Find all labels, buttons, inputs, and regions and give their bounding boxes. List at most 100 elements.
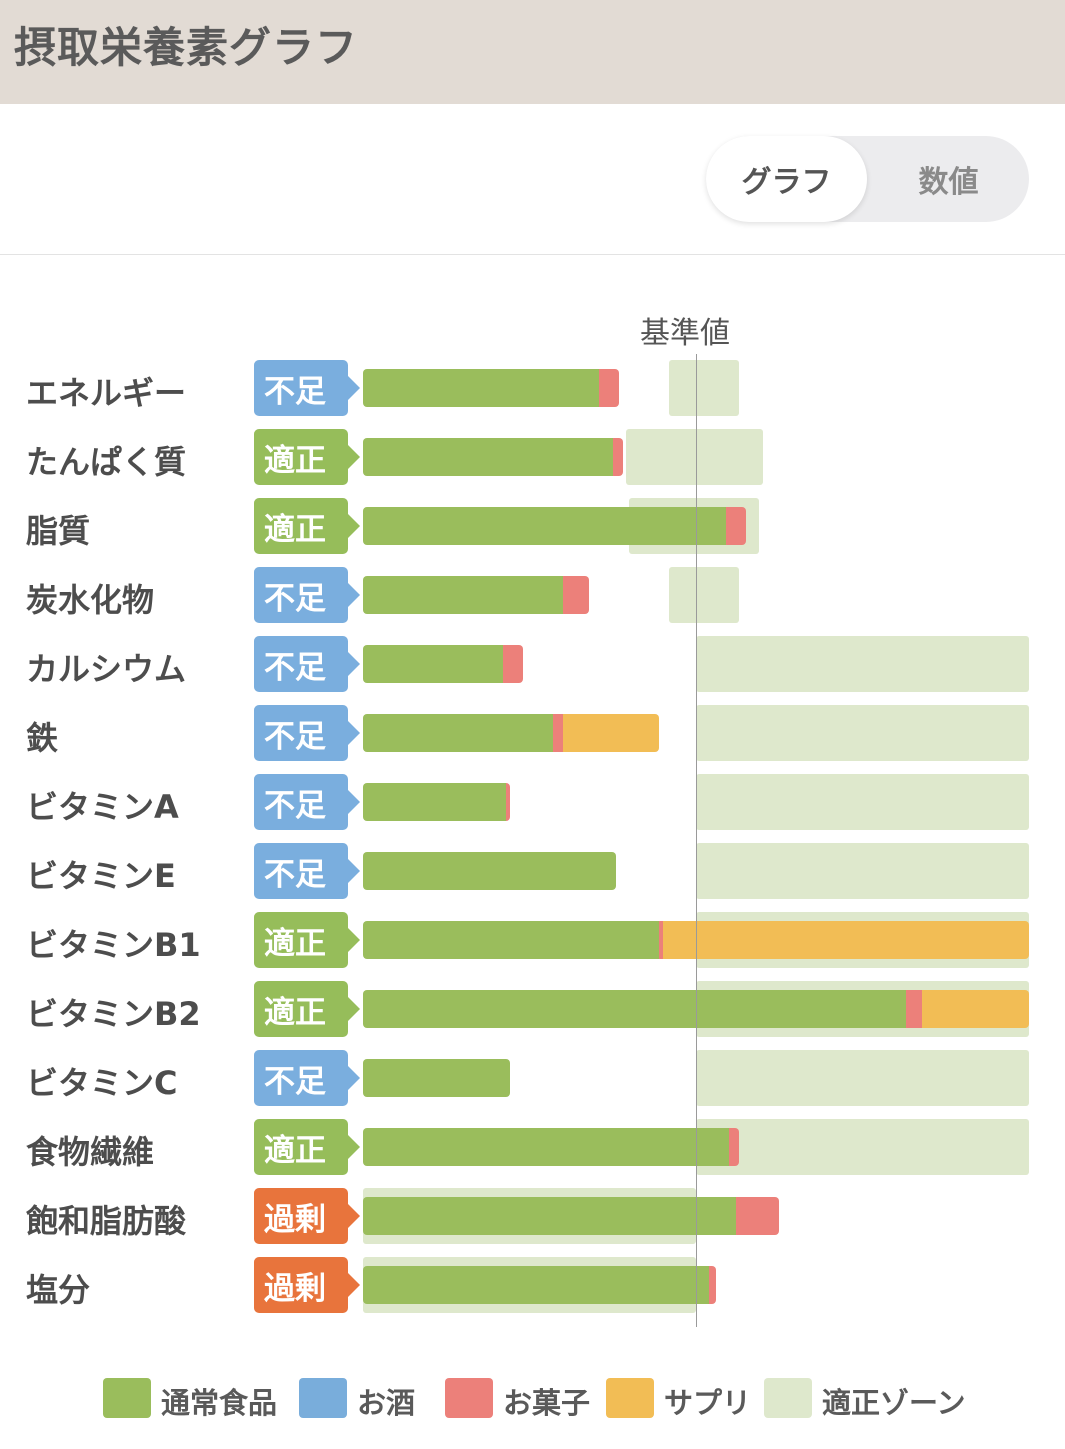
intake-bar	[363, 1059, 510, 1097]
status-badge: 適正	[254, 429, 360, 485]
status-badge-label: 不足	[264, 718, 326, 755]
intake-bar	[363, 369, 620, 407]
bar-segment	[922, 990, 1029, 1028]
number-view-button[interactable]: 数値	[918, 165, 979, 200]
bar-segment	[562, 576, 590, 614]
legend-swatch	[764, 1378, 812, 1418]
bar-segment	[363, 1197, 736, 1235]
bar-segment	[363, 576, 563, 614]
bar-segment	[363, 1128, 730, 1166]
status-badge-label: 不足	[264, 1063, 326, 1100]
page-header: 摂取栄養素グラフ	[0, 0, 1065, 104]
bar-segment	[709, 1266, 716, 1304]
nutrient-row: たんぱく質 適正	[0, 429, 1065, 489]
nutrient-label: ビタミンB2	[26, 995, 201, 1033]
legend-label: サプリ	[664, 1386, 752, 1420]
status-badge: 不足	[254, 774, 360, 830]
nutrient-row: カルシウム 不足	[0, 636, 1065, 696]
intake-bar	[363, 1197, 780, 1235]
bar-segment	[725, 507, 746, 545]
status-badge: 過剰	[254, 1257, 360, 1313]
intake-bar	[363, 852, 617, 890]
nutrient-label: 飽和脂肪酸	[26, 1202, 187, 1240]
status-badge: 不足	[254, 636, 360, 692]
optimal-zone	[696, 636, 1029, 692]
bar-segment	[735, 1197, 780, 1235]
nutrient-row: 炭水化物 不足	[0, 567, 1065, 627]
status-badge-label: 適正	[264, 442, 326, 479]
nutrient-label: 炭水化物	[26, 581, 155, 619]
nutrient-row: ビタミンB1 適正	[0, 912, 1065, 972]
nutrient-label: たんぱく質	[26, 443, 187, 481]
nutrient-label: ビタミンE	[26, 857, 176, 895]
nutrient-label: 食物繊維	[26, 1133, 155, 1171]
bar-segment	[729, 1128, 740, 1166]
status-badge-label: 過剰	[264, 1270, 326, 1307]
optimal-zone	[696, 1050, 1029, 1106]
legend-swatch	[299, 1378, 347, 1418]
chart-legend: 通常食品 お酒 お菓子 サプリ 適正ゾーン	[0, 1376, 1065, 1420]
optimal-zone	[669, 567, 740, 623]
status-badge-label: 適正	[264, 994, 326, 1031]
bar-segment	[363, 1059, 510, 1097]
nutrient-label: ビタミンB1	[26, 926, 201, 964]
bar-segment	[552, 714, 563, 752]
nutrient-row: ビタミンE 不足	[0, 843, 1065, 903]
bar-segment	[363, 714, 553, 752]
bar-segment	[905, 990, 923, 1028]
bar-segment	[599, 369, 620, 407]
bar-segment	[562, 714, 660, 752]
status-badge-label: 不足	[264, 649, 326, 686]
optimal-zone	[669, 360, 740, 416]
intake-bar	[363, 576, 590, 614]
legend-label: 通常食品	[161, 1386, 278, 1420]
intake-bar	[363, 921, 1029, 959]
graph-view-button[interactable]: グラフ	[706, 136, 867, 222]
nutrient-row: ビタミンA 不足	[0, 774, 1065, 834]
intake-bar	[363, 714, 660, 752]
page-title: 摂取栄養素グラフ	[14, 23, 359, 72]
status-badge: 不足	[254, 1050, 360, 1106]
intake-bar	[363, 783, 510, 821]
status-badge: 適正	[254, 912, 360, 968]
status-badge: 不足	[254, 705, 360, 761]
nutrient-label: ビタミンC	[26, 1064, 178, 1102]
bar-segment	[363, 438, 613, 476]
legend-label: お菓子	[503, 1386, 591, 1420]
status-badge-label: 不足	[264, 856, 326, 893]
legend-label: 適正ゾーン	[822, 1386, 966, 1420]
status-badge: 不足	[254, 567, 360, 623]
bar-segment	[363, 1266, 710, 1304]
nutrient-row: 脂質 適正	[0, 498, 1065, 558]
nutrient-row: 飽和脂肪酸 過剰	[0, 1188, 1065, 1248]
bar-segment	[506, 783, 510, 821]
view-toggle[interactable]: グラフ 数値	[706, 136, 1029, 222]
intake-bar	[363, 507, 746, 545]
intake-bar	[363, 645, 523, 683]
bar-segment	[659, 921, 663, 959]
nutrient-label: 塩分	[26, 1271, 91, 1309]
optimal-zone	[626, 429, 763, 485]
nutrient-row: ビタミンB2 適正	[0, 981, 1065, 1041]
intake-bar	[363, 990, 1029, 1028]
nutrient-row: 塩分 過剰	[0, 1257, 1065, 1317]
status-badge: 過剰	[254, 1188, 360, 1244]
reference-line	[696, 354, 697, 1327]
reference-label: 基準値	[640, 316, 730, 351]
status-badge-label: 不足	[264, 373, 326, 410]
legend-swatch	[103, 1378, 151, 1418]
nutrient-row: 食物繊維 適正	[0, 1119, 1065, 1179]
optimal-zone	[696, 774, 1029, 830]
status-badge: 適正	[254, 498, 360, 554]
bar-segment	[363, 990, 906, 1028]
bar-segment	[363, 507, 726, 545]
nutrient-row: 鉄 不足	[0, 705, 1065, 765]
bar-segment	[502, 645, 523, 683]
nutrient-row: ビタミンC 不足	[0, 1050, 1065, 1110]
intake-bar	[363, 438, 623, 476]
legend-swatch	[606, 1378, 654, 1418]
bar-segment	[363, 852, 617, 890]
status-badge: 適正	[254, 1119, 360, 1175]
optimal-zone	[696, 1119, 1029, 1175]
status-badge-label: 不足	[264, 580, 326, 617]
